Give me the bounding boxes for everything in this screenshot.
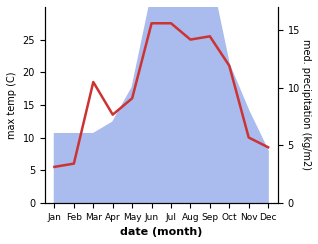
X-axis label: date (month): date (month)	[120, 227, 203, 237]
Y-axis label: max temp (C): max temp (C)	[7, 71, 17, 139]
Y-axis label: med. precipitation (kg/m2): med. precipitation (kg/m2)	[301, 39, 311, 170]
